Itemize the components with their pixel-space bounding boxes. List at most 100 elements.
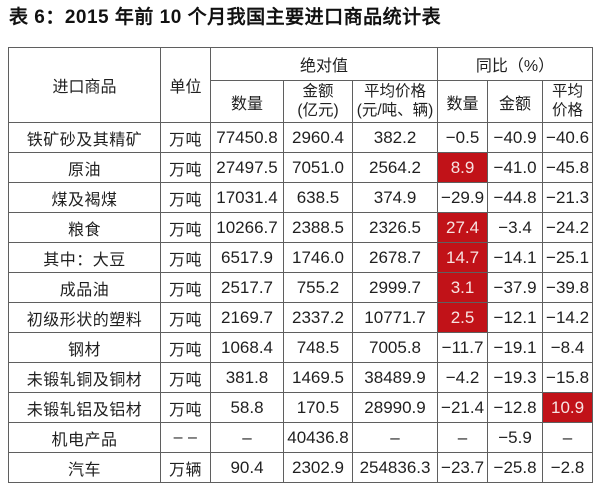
yoy-avg-price-cell: −25.1 bbox=[542, 242, 594, 273]
yoy-amount-cell: −40.9 bbox=[487, 122, 544, 153]
table-row: 汽车 万辆 90.4 2302.9 254836.3 −23.7 −25.8 −2.8 bbox=[8, 452, 594, 483]
yoy-quantity-cell: 8.9 bbox=[437, 152, 489, 183]
unit-cell: 万吨 bbox=[160, 182, 211, 213]
commodity-cell: 粮食 bbox=[8, 212, 161, 243]
quantity-cell: 1068.4 bbox=[210, 332, 284, 363]
quantity-cell: 6517.9 bbox=[210, 242, 284, 273]
table-row: 机电产品 – – –40436.8– – −5.9– bbox=[8, 422, 594, 453]
commodity-cell: 初级形状的塑料 bbox=[8, 302, 161, 333]
commodity-cell: 原油 bbox=[8, 152, 161, 183]
amount-cell: 7051.0 bbox=[283, 152, 353, 183]
unit-cell: 万辆 bbox=[160, 452, 211, 483]
header-abs-avg-price: 平均价格 (元/吨、辆) bbox=[351, 80, 439, 123]
commodity-cell: 其中：大豆 bbox=[8, 242, 161, 273]
amount-cell: 40436.8 bbox=[283, 422, 353, 453]
unit-cell: 万吨 bbox=[160, 392, 211, 423]
yoy-quantity-cell: 3.1 bbox=[437, 272, 489, 303]
table-row: 未锻轧铜及铜材 万吨 381.8 1469.5 38489.9 −4.2 −19.3 −15.… bbox=[8, 362, 594, 393]
amount-cell: 2388.5 bbox=[283, 212, 353, 243]
yoy-avg-price-cell: −24.2 bbox=[542, 212, 594, 243]
header-yoy-amount: 金额 bbox=[487, 80, 544, 123]
unit-cell: 万吨 bbox=[160, 122, 211, 153]
yoy-amount-cell: −12.8 bbox=[487, 392, 544, 423]
yoy-quantity-cell: – bbox=[437, 422, 489, 453]
commodity-cell: 成品油 bbox=[8, 272, 161, 303]
quantity-cell: 77450.8 bbox=[210, 122, 284, 153]
yoy-quantity-cell: −11.7 bbox=[437, 332, 489, 363]
avg-price-cell: 7005.8 bbox=[351, 332, 439, 363]
commodity-cell: 汽车 bbox=[8, 452, 161, 483]
yoy-avg-price-cell: −8.4 bbox=[542, 332, 594, 363]
unit-cell: – – bbox=[160, 422, 211, 453]
yoy-amount-cell: −12.1 bbox=[487, 302, 544, 333]
unit-cell: 万吨 bbox=[160, 152, 211, 183]
yoy-quantity-cell: 14.7 bbox=[437, 242, 489, 273]
commodity-cell: 铁矿砂及其精矿 bbox=[8, 122, 161, 153]
yoy-avg-price-cell: −39.8 bbox=[542, 272, 594, 303]
imports-stats-table: 进口商品 单位 绝对值 同比（%） 数量 金额 (亿元) 平均价格 (元/吨、辆… bbox=[8, 47, 594, 483]
avg-price-cell: 382.2 bbox=[351, 122, 439, 153]
commodity-cell: 未锻轧铜及铜材 bbox=[8, 362, 161, 393]
avg-price-cell: 28990.9 bbox=[351, 392, 439, 423]
amount-cell: 2960.4 bbox=[283, 122, 353, 153]
table-row: 煤及褐煤 万吨 17031.4 638.5 374.9 −29.9 −44.8 −21.3 bbox=[8, 182, 594, 213]
yoy-amount-cell: −3.4 bbox=[487, 212, 544, 243]
table-row: 其中：大豆 万吨 6517.9 1746.0 2678.7 14.7 −14.1 −25.1 bbox=[8, 242, 594, 273]
yoy-quantity-cell: −29.9 bbox=[437, 182, 489, 213]
amount-cell: 170.5 bbox=[283, 392, 353, 423]
amount-cell: 1746.0 bbox=[283, 242, 353, 273]
commodity-cell: 未锻轧铝及铝材 bbox=[8, 392, 161, 423]
quantity-cell: 90.4 bbox=[210, 452, 284, 483]
quantity-cell: 17031.4 bbox=[210, 182, 284, 213]
amount-cell: 1469.5 bbox=[283, 362, 353, 393]
quantity-cell: 381.8 bbox=[210, 362, 284, 393]
table-body: 铁矿砂及其精矿 万吨 77450.8 2960.4 382.2 −0.5 −40.9 −40.… bbox=[8, 122, 594, 483]
header-commodity: 进口商品 bbox=[8, 47, 161, 123]
header-yoy-quantity: 数量 bbox=[437, 80, 489, 123]
yoy-avg-price-cell: −21.3 bbox=[542, 182, 594, 213]
yoy-quantity-cell: 27.4 bbox=[437, 212, 489, 243]
amount-cell: 755.2 bbox=[283, 272, 353, 303]
unit-cell: 万吨 bbox=[160, 212, 211, 243]
table-row: 未锻轧铝及铝材 万吨 58.8 170.5 28990.9 −21.4 −12.8 10.9 bbox=[8, 392, 594, 423]
commodity-cell: 机电产品 bbox=[8, 422, 161, 453]
avg-price-cell: 38489.9 bbox=[351, 362, 439, 393]
yoy-avg-price-cell: −14.2 bbox=[542, 302, 594, 333]
commodity-cell: 钢材 bbox=[8, 332, 161, 363]
yoy-avg-price-cell: −45.8 bbox=[542, 152, 594, 183]
table-row: 初级形状的塑料 万吨 2169.7 2337.2 10771.7 2.5 −12.1 −14.… bbox=[8, 302, 594, 333]
amount-cell: 638.5 bbox=[283, 182, 353, 213]
quantity-cell: 2169.7 bbox=[210, 302, 284, 333]
yoy-avg-price-cell: −40.6 bbox=[542, 122, 594, 153]
commodity-cell: 煤及褐煤 bbox=[8, 182, 161, 213]
quantity-cell: 58.8 bbox=[210, 392, 284, 423]
header-group-row: 进口商品 单位 绝对值 同比（%） bbox=[8, 47, 594, 123]
page-title: 表 6：2015 年前 10 个月我国主要进口商品统计表 bbox=[9, 7, 442, 28]
yoy-amount-cell: −14.1 bbox=[487, 242, 544, 273]
header-yoy-avg-price: 平均 价格 bbox=[542, 80, 594, 123]
header-sub-row: 数量 金额 (亿元) 平均价格 (元/吨、辆) 数量 金额 平均 价格 bbox=[9, 80, 594, 123]
amount-cell: 2302.9 bbox=[283, 452, 353, 483]
avg-price-cell: 374.9 bbox=[351, 182, 439, 213]
header-abs-amount: 金额 (亿元) bbox=[283, 80, 353, 123]
amount-cell: 748.5 bbox=[283, 332, 353, 363]
table-row: 原油 万吨 27497.5 7051.0 2564.2 8.9 −41.0 −45.8 bbox=[8, 152, 594, 183]
table-row: 成品油 万吨 2517.7 755.2 2999.7 3.1 −37.9 −39.8 bbox=[8, 272, 594, 303]
header-abs-quantity: 数量 bbox=[210, 80, 284, 123]
yoy-amount-cell: −19.3 bbox=[487, 362, 544, 393]
table-row: 粮食 万吨 10266.7 2388.5 2326.5 27.4 −3.4 −24.2 bbox=[8, 212, 594, 243]
yoy-amount-cell: −41.0 bbox=[487, 152, 544, 183]
avg-price-cell: 2564.2 bbox=[351, 152, 439, 183]
amount-cell: 2337.2 bbox=[283, 302, 353, 333]
header-absolute-group: 绝对值 bbox=[209, 47, 439, 81]
yoy-amount-cell: −37.9 bbox=[487, 272, 544, 303]
quantity-cell: 2517.7 bbox=[210, 272, 284, 303]
unit-cell: 万吨 bbox=[160, 302, 211, 333]
unit-cell: 万吨 bbox=[160, 242, 211, 273]
header-unit: 单位 bbox=[160, 47, 211, 123]
yoy-quantity-cell: −21.4 bbox=[437, 392, 489, 423]
yoy-avg-price-cell: −15.8 bbox=[542, 362, 594, 393]
yoy-amount-cell: −5.9 bbox=[487, 422, 544, 453]
unit-cell: 万吨 bbox=[160, 362, 211, 393]
yoy-quantity-cell: −23.7 bbox=[437, 452, 489, 483]
